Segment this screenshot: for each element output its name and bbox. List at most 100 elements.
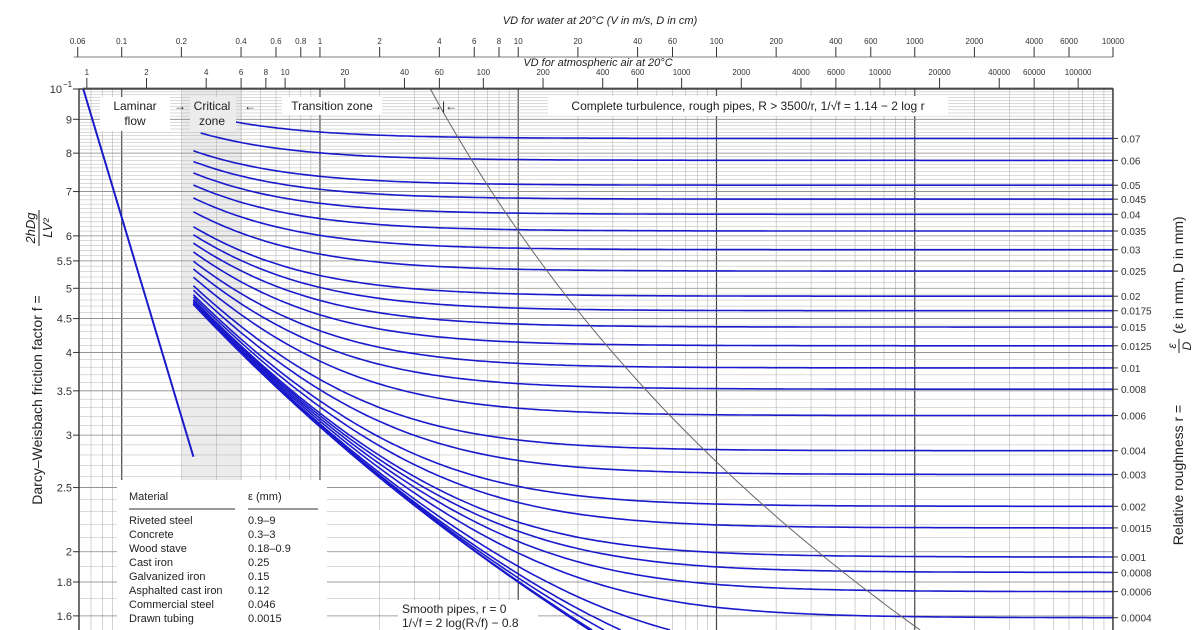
smooth-pipes-formula: 1/√f = 2 log(R√f) − 0.8 — [402, 616, 519, 630]
water-axis-tick-label: 60 — [668, 37, 677, 46]
y-tick-label: 6 — [66, 231, 72, 243]
table-cell-roughness: 0.0015 — [248, 613, 282, 625]
table-cell-roughness: 0.18–0.9 — [248, 543, 291, 555]
roughness-curve-0.01 — [192, 260, 1113, 369]
roughness-label: 0.05 — [1121, 181, 1141, 192]
transition-label: Transition zone — [291, 99, 373, 113]
right-axis-title-prefix: Relative roughness r = — [1170, 405, 1186, 545]
roughness-curve-0.0175 — [192, 234, 1113, 312]
roughness-label: 0.0008 — [1121, 568, 1152, 579]
roughness-label: 0.04 — [1121, 210, 1141, 221]
water-axis-tick-label: 100 — [710, 37, 724, 46]
table-cell-roughness: 0.9–9 — [248, 515, 276, 527]
table-cell-roughness: 0.3–3 — [248, 529, 276, 541]
roughness-label: 0.035 — [1121, 227, 1146, 238]
transition-label-bg — [282, 97, 382, 115]
roughness-curve-0.015 — [192, 242, 1113, 328]
air-axis-tick-label: 10 — [281, 68, 290, 77]
water-axis-tick-label: 0.2 — [176, 37, 188, 46]
complete-turbulence-label: Complete turbulence, rough pipes, R > 35… — [571, 99, 924, 113]
water-axis-tick-label: 400 — [829, 37, 843, 46]
roughness-curve-0.0006 — [192, 300, 1113, 593]
roughness-label: 0.03 — [1121, 246, 1141, 257]
table-cell-roughness: 0.25 — [248, 557, 269, 569]
air-axis-tick-label: 20 — [340, 68, 349, 77]
roughness-curve-0.001 — [192, 298, 1113, 558]
water-axis-tick-label: 4000 — [1025, 37, 1043, 46]
table-rows: Riveted steel 0.9–9 Concrete 0.3–3 Wood stav… — [129, 515, 291, 625]
plot-frame — [78, 88, 1114, 630]
complete-turbulence-boundary — [430, 89, 921, 630]
air-axis-tick-label: 6 — [239, 68, 244, 77]
roughness-curve-0.0008 — [192, 299, 1113, 574]
water-axis-tick-label: 200 — [769, 37, 783, 46]
water-axis-tick-label: 4 — [437, 37, 442, 46]
roughness-label: 0.0004 — [1121, 614, 1152, 625]
y-tick-label: 8 — [66, 148, 72, 160]
roughness-label: 0.006 — [1121, 412, 1146, 423]
air-axis-tick-label: 1000 — [673, 68, 691, 77]
roughness-curve-0.006 — [192, 276, 1113, 417]
y-axis-fraction-numerator: 2hDg — [23, 212, 38, 245]
table-cell-roughness: 0.12 — [248, 585, 269, 597]
y-tick-label: 5.5 — [57, 256, 72, 268]
roughness-label: 0.02 — [1121, 292, 1141, 303]
water-axis-tick-label: 0.1 — [116, 37, 128, 46]
water-axis-tick-label: 600 — [864, 37, 878, 46]
table-cell-material: Cast iron — [129, 557, 173, 569]
critical-label: Critical — [194, 99, 231, 113]
laminar-label-2: flow — [124, 114, 146, 128]
critical-label-bg — [190, 97, 236, 131]
roughness-label: 0.015 — [1121, 323, 1146, 334]
roughness-curve-0.05 — [193, 150, 1113, 186]
table-cell-material: Commercial steel — [129, 599, 214, 611]
right-axis-fraction-den: D — [1180, 341, 1194, 350]
arrow-left-icon: ← — [244, 99, 256, 113]
y-tick-label: 3 — [66, 430, 72, 442]
table-header-material: Material — [129, 491, 168, 503]
air-axis-tick-label: 100 — [477, 68, 491, 77]
roughness-curve — [192, 303, 590, 630]
roughness-curve-0.045 — [193, 160, 1113, 200]
critical-label-2: zone — [199, 114, 225, 128]
roughness-curve-0.07 — [234, 121, 1113, 140]
arrow-right-icon: → — [174, 99, 186, 113]
critical-zone-band — [182, 89, 242, 481]
air-axis-tick-label: 10000 — [869, 68, 892, 77]
air-axis-tick-label: 2000 — [732, 68, 750, 77]
y-tick-label: 2 — [66, 547, 72, 559]
air-axis-tick-label: 8 — [264, 68, 269, 77]
plot-border — [78, 88, 1114, 630]
air-axis-tick-label: 200 — [536, 68, 550, 77]
air-axis-tick-label: 20000 — [928, 68, 951, 77]
table-cell-material: Galvanized iron — [129, 571, 205, 583]
y-tick-exponent: −1 — [63, 80, 73, 89]
table-cell-material: Asphalted cast iron — [129, 585, 223, 597]
curves — [82, 89, 1113, 630]
y-axis-title: Darcy–Weisbach friction factor f = 2hDg … — [23, 210, 55, 505]
roughness-label: 0.002 — [1121, 502, 1146, 513]
table-cell-material: Drawn tubing — [129, 613, 194, 625]
complete-turbulence-bg — [548, 96, 948, 116]
y-tick-label: 4.5 — [57, 314, 72, 326]
roughness-label: 0.0175 — [1121, 307, 1152, 318]
air-axis-tick-label: 6000 — [827, 68, 845, 77]
roughness-label: 0.06 — [1121, 156, 1141, 167]
water-axis-tick-label: 0.4 — [236, 37, 248, 46]
air-axis-tick-label: 4000 — [792, 68, 810, 77]
roughness-curve-0.0015 — [192, 296, 1113, 529]
air-axis-title: VD for atmospheric air at 20°C — [523, 57, 672, 69]
y-axis: 10 −1 9 8 7 6 5.5 5 4.5 4 3.5 3 2.5 2 1.8 1.6 — [50, 80, 79, 623]
y-tick-label: 9 — [66, 114, 72, 126]
laminar-label-bg — [100, 97, 170, 131]
water-axis-tick-label: 1 — [318, 37, 323, 46]
water-axis-title: VD for water at 20°C (V in m/s, D in cm) — [503, 15, 698, 27]
y-axis-fraction-denominator: LV² — [40, 218, 55, 238]
roughness-label: 0.0015 — [1121, 524, 1152, 535]
y-tick-label: 3.5 — [57, 386, 72, 398]
roughness-label: 0.003 — [1121, 470, 1146, 481]
roughness-curve-0.035 — [193, 184, 1113, 232]
roughness-label: 0.045 — [1121, 195, 1146, 206]
roughness-label: 0.004 — [1121, 447, 1146, 458]
roughness-curve-0.003 — [192, 289, 1113, 476]
